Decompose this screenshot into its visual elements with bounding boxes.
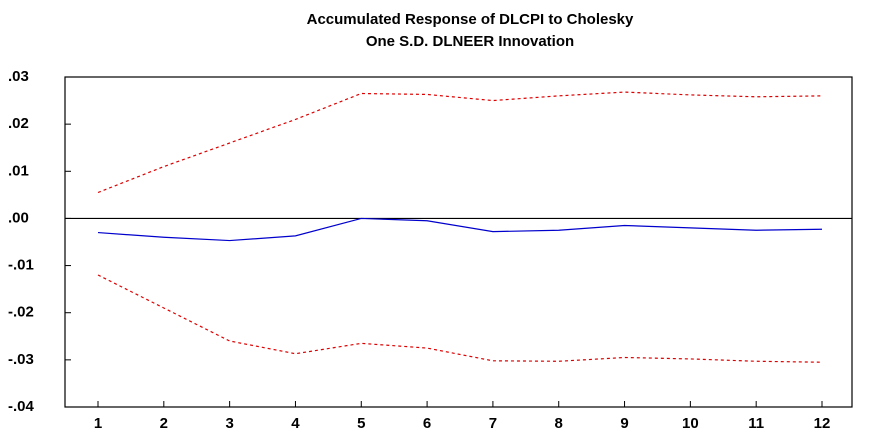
y-tick-label: -.02: [8, 304, 34, 321]
x-tick-label: 12: [814, 415, 831, 432]
plot-frame: [64, 76, 853, 408]
series-line: [97, 274, 823, 363]
x-tick-label: 3: [225, 415, 233, 432]
series-line: [97, 91, 823, 194]
x-tick-label: 5: [357, 415, 365, 432]
x-tick-label: 9: [620, 415, 628, 432]
chart-title: One S.D. DLNEER Innovation: [366, 33, 574, 50]
y-tick-label: .02: [8, 115, 29, 132]
x-tick-label: 10: [682, 415, 699, 432]
y-tick-label: -.01: [8, 257, 34, 274]
x-tick-label: 2: [160, 415, 168, 432]
x-tick-label: 6: [423, 415, 431, 432]
y-tick-label: -.03: [8, 351, 34, 368]
x-tick-label: 1: [94, 415, 102, 432]
y-tick-label: -.04: [8, 398, 35, 415]
x-tick-label: 11: [748, 415, 764, 432]
series-line: [97, 217, 823, 242]
x-tick-label: 4: [291, 415, 300, 432]
x-tick-label: 8: [555, 415, 563, 432]
chart-title: Accumulated Response of DLCPI to Cholesk…: [307, 11, 634, 28]
y-tick-label: .01: [8, 162, 29, 179]
y-tick-label: .00: [8, 209, 29, 226]
x-tick-label: 7: [489, 415, 497, 432]
y-tick-label: .03: [8, 68, 29, 85]
